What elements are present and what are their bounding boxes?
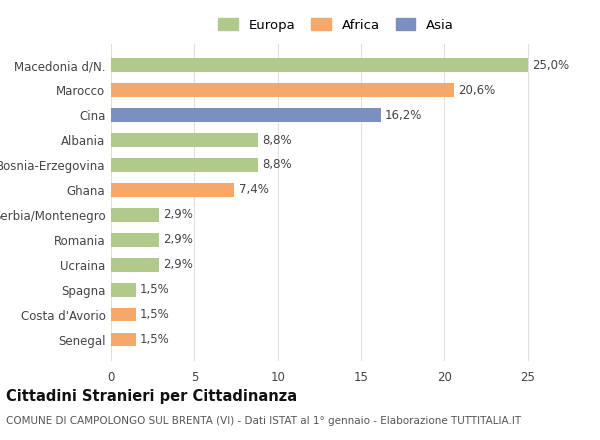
Bar [111,158,257,172]
Text: 16,2%: 16,2% [385,109,422,121]
Text: COMUNE DI CAMPOLONGO SUL BRENTA (VI) - Dati ISTAT al 1° gennaio - Elaborazione T: COMUNE DI CAMPOLONGO SUL BRENTA (VI) - D… [6,416,521,426]
Bar [111,233,160,247]
Bar [111,258,160,271]
Text: 8,8%: 8,8% [262,158,292,172]
Text: 2,9%: 2,9% [163,258,193,271]
Legend: Europa, Africa, Asia: Europa, Africa, Asia [214,14,458,36]
Bar [111,83,454,97]
Bar [111,59,527,72]
Text: 1,5%: 1,5% [140,333,170,346]
Bar [111,333,136,346]
Bar [111,108,381,122]
Text: 7,4%: 7,4% [239,183,268,196]
Bar [111,208,160,222]
Text: 20,6%: 20,6% [458,84,496,97]
Text: 2,9%: 2,9% [163,233,193,246]
Text: 1,5%: 1,5% [140,283,170,296]
Text: Cittadini Stranieri per Cittadinanza: Cittadini Stranieri per Cittadinanza [6,389,297,404]
Text: 2,9%: 2,9% [163,209,193,221]
Text: 1,5%: 1,5% [140,308,170,321]
Bar [111,283,136,297]
Text: 25,0%: 25,0% [532,59,569,72]
Text: 8,8%: 8,8% [262,134,292,147]
Bar [111,308,136,322]
Bar [111,133,257,147]
Bar [111,183,235,197]
